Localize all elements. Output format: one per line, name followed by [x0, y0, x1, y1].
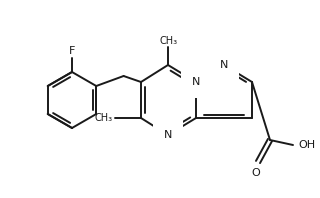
Text: N: N	[164, 130, 172, 140]
Text: O: O	[252, 168, 260, 178]
Text: F: F	[69, 46, 75, 56]
Text: CH₃: CH₃	[160, 36, 178, 46]
Text: OH: OH	[298, 140, 315, 150]
Text: N: N	[192, 77, 200, 87]
Text: CH₃: CH₃	[95, 113, 113, 123]
Text: N: N	[220, 60, 228, 70]
